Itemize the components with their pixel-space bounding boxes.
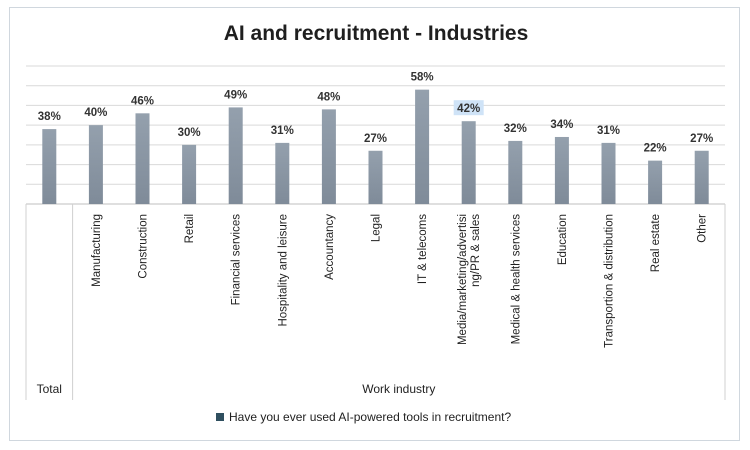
data-label: 46% [131,95,154,107]
data-label: 40% [84,107,107,119]
category-label-line: Legal [371,214,383,242]
category-label-line: IT & telecoms [417,214,429,284]
bar [368,150,383,204]
category-label-line: Accountancy [324,214,336,280]
category-label: Education [557,214,569,265]
category-label: IT & telecoms [417,214,429,284]
data-label: 32% [504,123,527,135]
data-label: 38% [38,111,61,123]
data-label: 30% [178,127,201,139]
bar [42,129,57,204]
category-label-line: Real estate [650,214,662,272]
group-label-work-industry: Work industry [362,382,435,396]
category-label-line: Construction [138,214,150,279]
bar [648,160,663,204]
bar [182,144,197,204]
category-label: Accountancy [324,214,336,280]
category-label: Financial services [231,214,243,306]
category-label-line: ng/PR & sales [470,214,482,287]
data-label: 42% [457,103,480,115]
bar [88,125,103,204]
category-label: Retail [184,214,196,243]
group-label-total: Total [37,382,62,396]
bar [275,142,290,204]
category-label: Media/marketing/advertisi ng/PR & sales [457,214,482,345]
category-label-line: Retail [184,214,196,243]
data-label: 49% [224,89,247,101]
category-label: Transportion & distribution [604,214,616,348]
data-label: 27% [364,133,387,145]
bar [321,109,336,204]
data-label: 22% [644,143,667,155]
category-label: Hospitality and leisure [277,214,289,327]
category-label: Manufacturing [91,214,103,287]
legend-label: Have you ever used AI-powered tools in r… [229,410,511,424]
bar [554,136,569,204]
data-label: 34% [550,119,573,131]
bar [601,142,616,204]
category-label: Other [697,214,709,243]
bar [694,150,709,204]
legend: Have you ever used AI-powered tools in r… [216,410,511,424]
category-label-line: Other [697,214,709,243]
category-label: Medical & health services [510,214,522,345]
data-label: 48% [317,91,340,103]
bar [461,121,476,204]
category-label-line: Hospitality and leisure [277,214,289,327]
data-label: 27% [690,133,713,145]
chart-frame: AI and recruitment - Industries 38% 40% 46… [9,7,740,441]
category-label-line: Media/marketing/advertisi [457,214,469,345]
data-label: 58% [411,72,434,84]
bar [415,89,430,204]
bar [508,140,523,204]
category-label: Construction [138,214,150,279]
data-label: 31% [271,125,294,137]
category-labels: Manufacturing Construction Retail Financial… [91,214,709,348]
legend-marker [216,413,224,421]
group-labels: Total Work industry [37,382,436,396]
bar-chart: AI and recruitment - Industries 38% 40% 46… [25,22,726,424]
category-label-line: Financial services [231,214,243,306]
data-label-highlight [453,100,484,116]
category-label-line: Medical & health services [510,214,522,345]
bar [228,107,243,204]
category-label-line: Manufacturing [91,214,103,287]
data-label: 31% [597,125,620,137]
category-label: Real estate [650,214,662,272]
chart-title: AI and recruitment - Industries [224,22,529,45]
category-label: Legal [371,214,383,242]
category-label-line: Education [557,214,569,265]
bar [135,113,150,204]
category-label-line: Transportion & distribution [604,214,616,348]
data-labels: 38% 40% 46% 30% 49% 31% 48% 27% 58% 42% 32% 34% 31% 2… [38,72,713,155]
bars [42,89,709,204]
